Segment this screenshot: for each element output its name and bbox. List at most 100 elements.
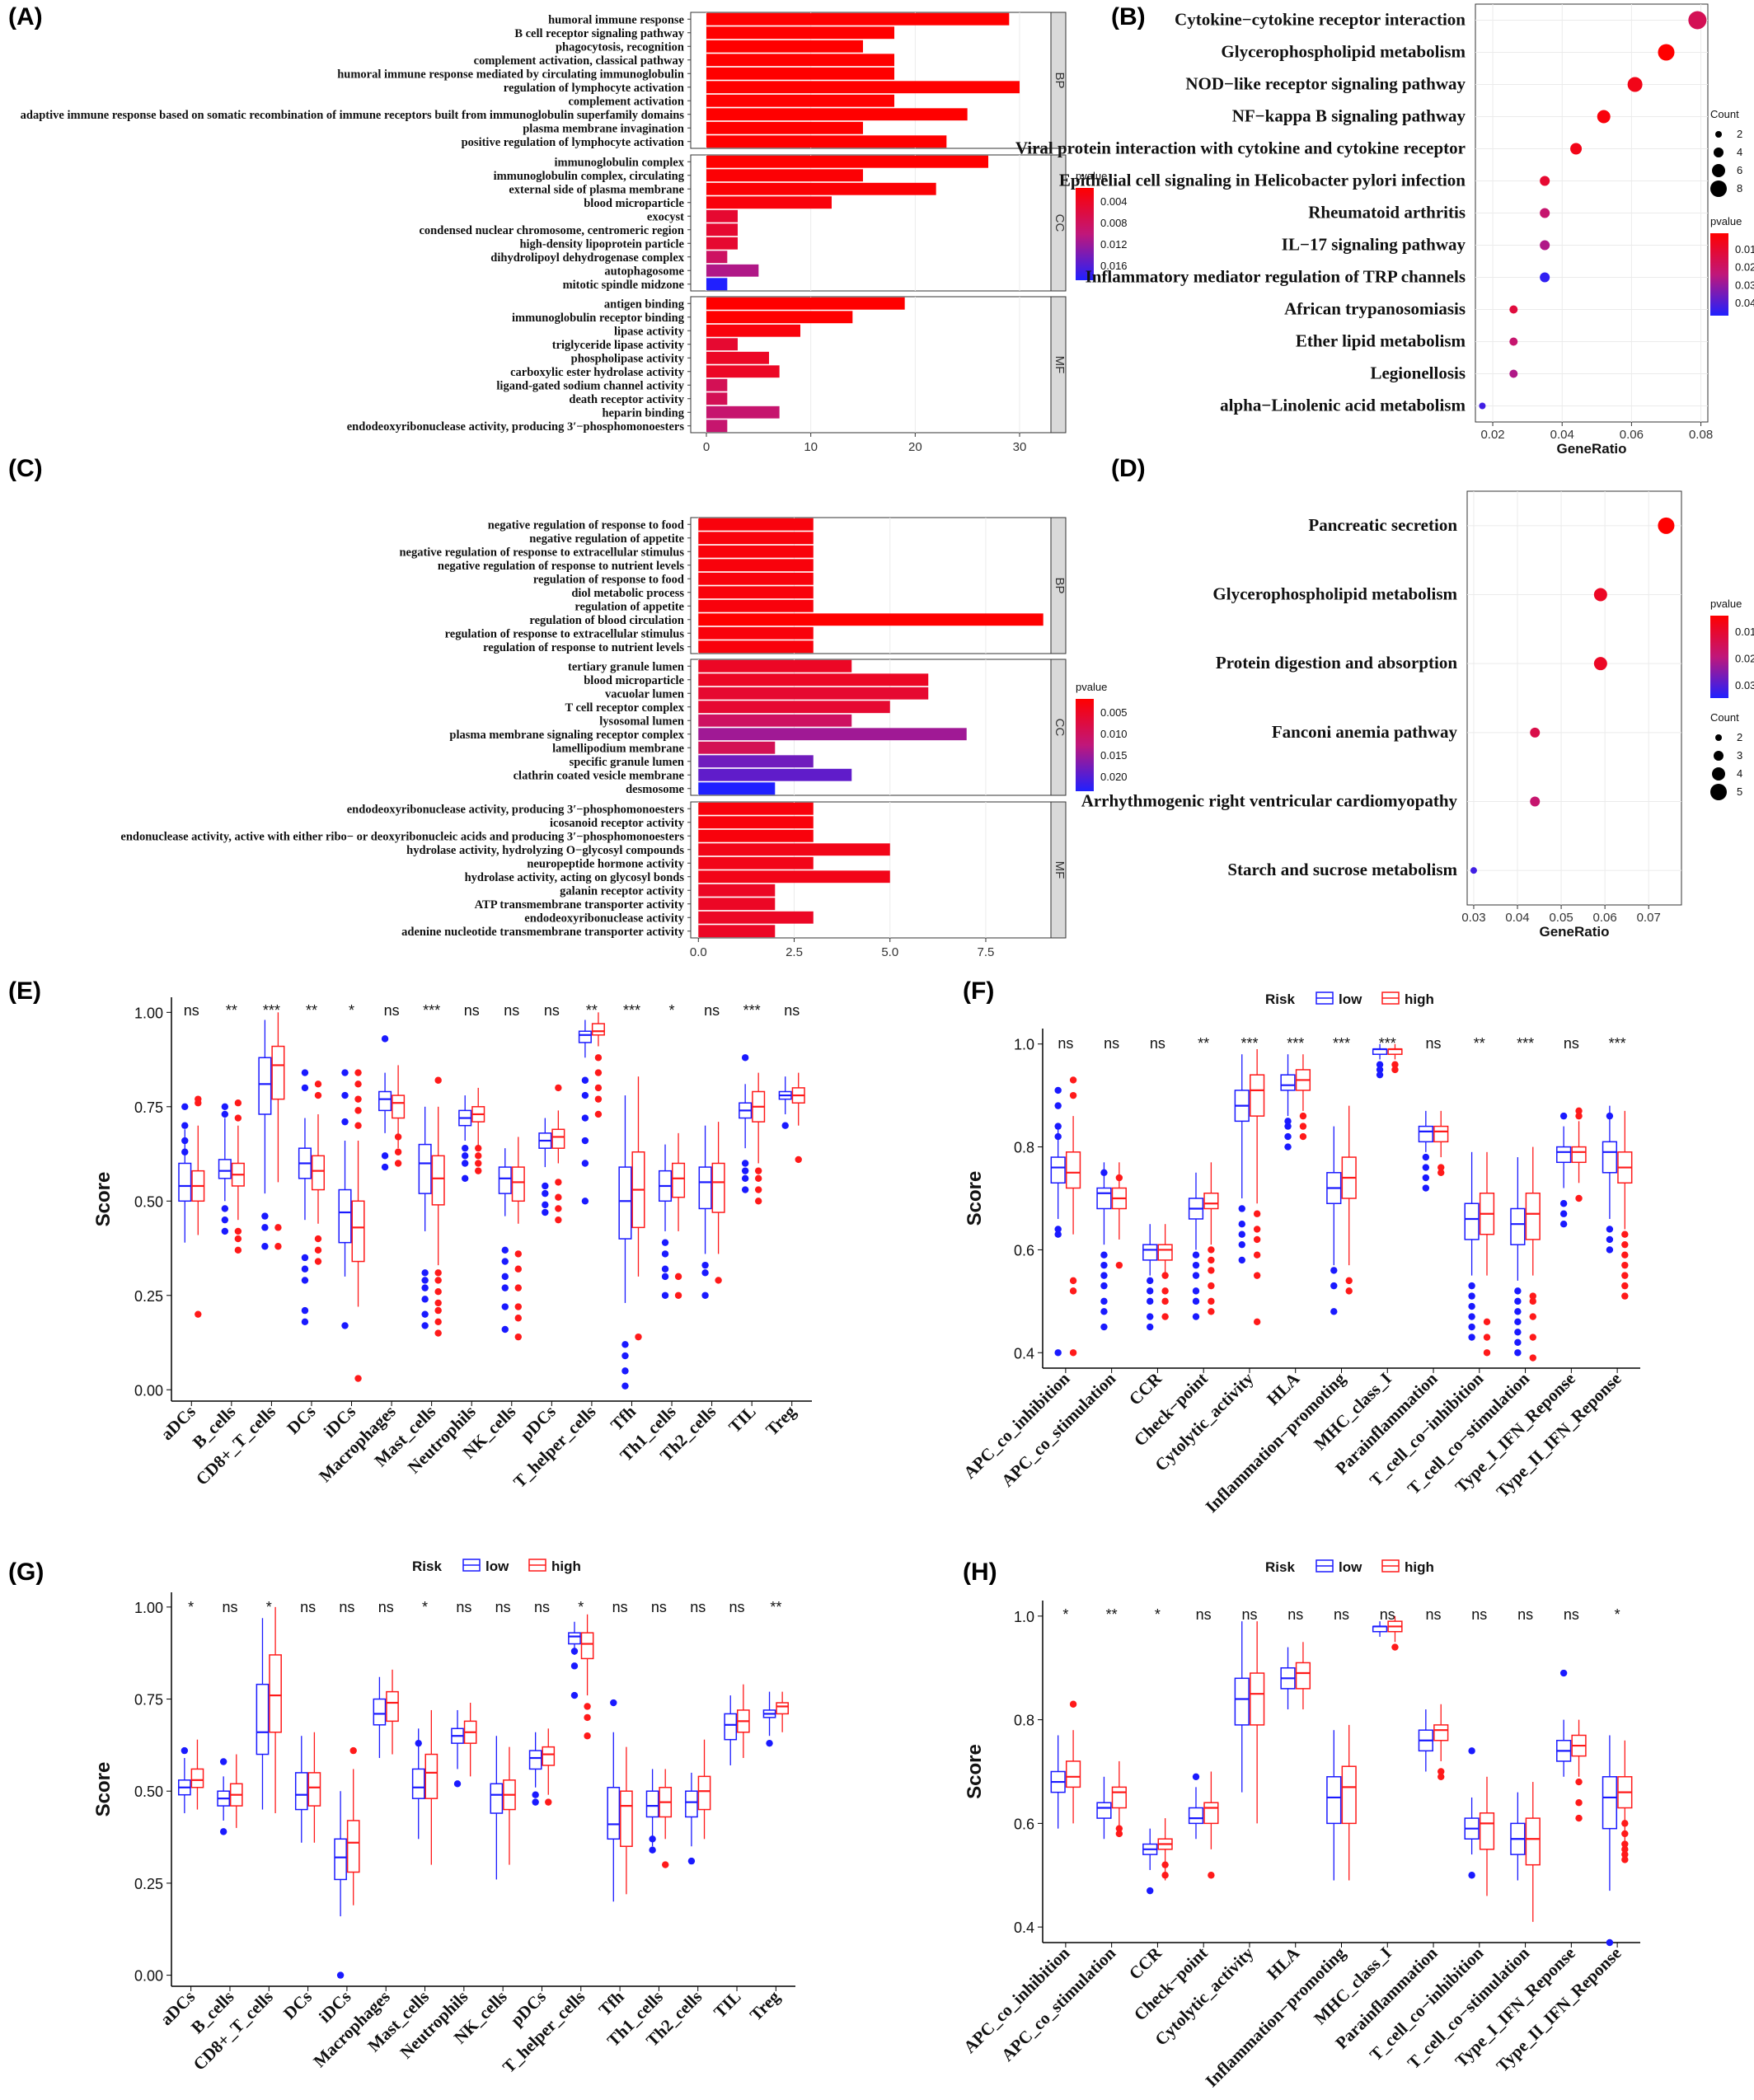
low-outlier <box>462 1144 469 1152</box>
significance-label: ns <box>1517 1606 1533 1623</box>
bar <box>706 365 780 378</box>
low-outlier <box>181 1103 189 1111</box>
count-legend-dot <box>1710 180 1727 197</box>
low-outlier <box>1514 1297 1522 1305</box>
significance-label: ns <box>1150 1035 1165 1052</box>
term-label: B cell receptor signaling pathway <box>514 27 684 40</box>
data-point <box>1470 867 1477 874</box>
high-outlier <box>1345 1287 1353 1295</box>
legend-title: Risk <box>412 1559 442 1574</box>
high-outlier <box>1529 1313 1536 1320</box>
bar <box>698 559 814 572</box>
data-point <box>1570 143 1583 155</box>
high-outlier <box>354 1080 362 1088</box>
low-outlier <box>1054 1349 1062 1357</box>
bar <box>698 802 814 815</box>
panel-label-A: (A) <box>8 3 43 30</box>
count-legend-dot <box>1714 148 1724 157</box>
high-box <box>269 1654 282 1733</box>
significance-label: ** <box>226 1002 237 1019</box>
high-outlier <box>1115 1261 1123 1269</box>
high-outlier <box>195 1310 202 1318</box>
x-tick-label: 0.06 <box>1620 428 1644 442</box>
bar <box>706 40 863 53</box>
pvalue-legend-title: pvalue <box>1710 215 1742 227</box>
y-tick-label: 0.50 <box>134 1193 163 1210</box>
term-label: plasma membrane invagination <box>523 122 684 135</box>
high-outlier <box>274 1224 282 1231</box>
low-outlier <box>421 1277 429 1284</box>
significance-label: ns <box>456 1599 471 1615</box>
high-outlier <box>1069 1700 1077 1708</box>
low-outlier <box>781 1122 789 1129</box>
significance-label: ns <box>729 1599 745 1615</box>
high-outlier <box>1621 1840 1629 1848</box>
x-tick-label: 0.06 <box>1593 911 1617 925</box>
term-label: condensed nuclear chromosome, centromeri… <box>420 224 685 237</box>
bar <box>706 54 894 67</box>
significance-label: ns <box>384 1002 400 1019</box>
high-outlier <box>1391 1643 1399 1651</box>
low-outlier <box>301 1318 309 1326</box>
low-outlier <box>1192 1287 1200 1295</box>
data-point <box>1540 176 1550 186</box>
low-box <box>568 1632 581 1645</box>
low-outlier <box>181 1122 189 1129</box>
low-box <box>378 1090 392 1112</box>
x-tick-label: 0.03 <box>1461 911 1485 925</box>
term-label: ligand-gated sodium channel activity <box>496 379 684 392</box>
bar <box>706 392 728 405</box>
high-outlier <box>1345 1277 1353 1285</box>
facet-label: MF <box>1053 861 1067 879</box>
y-axis-title: Score <box>92 1172 115 1227</box>
bar <box>698 701 890 714</box>
significance-label: ns <box>1334 1606 1349 1623</box>
high-outlier <box>234 1235 242 1243</box>
category-label: HLA <box>1263 1368 1304 1409</box>
colorbar-tick: 0.010 <box>1100 728 1128 740</box>
high-outlier <box>1621 1251 1629 1259</box>
bar <box>698 925 776 938</box>
high-outlier <box>354 1095 362 1103</box>
term-label: humoral immune response mediated by circ… <box>337 68 684 81</box>
bar <box>706 121 863 134</box>
colorbar <box>1710 233 1728 316</box>
low-outlier <box>1284 1143 1292 1151</box>
low-outlier <box>701 1291 709 1299</box>
low-outlier <box>570 1662 579 1670</box>
low-outlier <box>581 1198 589 1205</box>
high-box <box>620 1790 633 1847</box>
low-outlier <box>581 1137 589 1145</box>
y-tick-label: 0.00 <box>134 1968 163 1985</box>
high-outlier <box>1208 1246 1215 1254</box>
low-outlier <box>581 1114 589 1122</box>
colorbar-tick: 0.01 <box>1735 626 1754 638</box>
high-box <box>711 1162 725 1213</box>
term-label: immunoglobulin complex, circulating <box>494 170 685 183</box>
low-box <box>1280 1074 1296 1091</box>
low-outlier <box>1422 1174 1430 1182</box>
legend-title: Risk <box>1265 991 1295 1007</box>
low-box <box>1556 1146 1572 1164</box>
low-outlier <box>501 1284 509 1291</box>
high-outlier <box>1529 1297 1536 1305</box>
facet-label: BP <box>1053 72 1067 88</box>
low-outlier <box>1422 1184 1430 1192</box>
term-label: immunoglobulin complex <box>554 156 684 169</box>
low-outlier <box>1238 1230 1245 1238</box>
panel-F: 0.40.60.81.0ScoreAPC_co_inhibitionnsAPC_… <box>959 991 1640 1516</box>
high-box <box>346 1820 360 1873</box>
x-tick-label: 0 <box>703 440 710 454</box>
significance-label: *** <box>1240 1035 1258 1052</box>
significance-label: *** <box>743 1002 761 1019</box>
count-legend-dot <box>1715 734 1722 741</box>
x-tick-label: 0.08 <box>1689 428 1713 442</box>
high-outlier <box>1208 1282 1215 1290</box>
low-box <box>698 1166 712 1210</box>
low-outlier <box>181 1148 189 1155</box>
bar <box>698 714 852 727</box>
y-axis-title: Score <box>92 1762 115 1817</box>
x-tick-label: 7.5 <box>978 945 995 959</box>
bar <box>706 237 738 250</box>
